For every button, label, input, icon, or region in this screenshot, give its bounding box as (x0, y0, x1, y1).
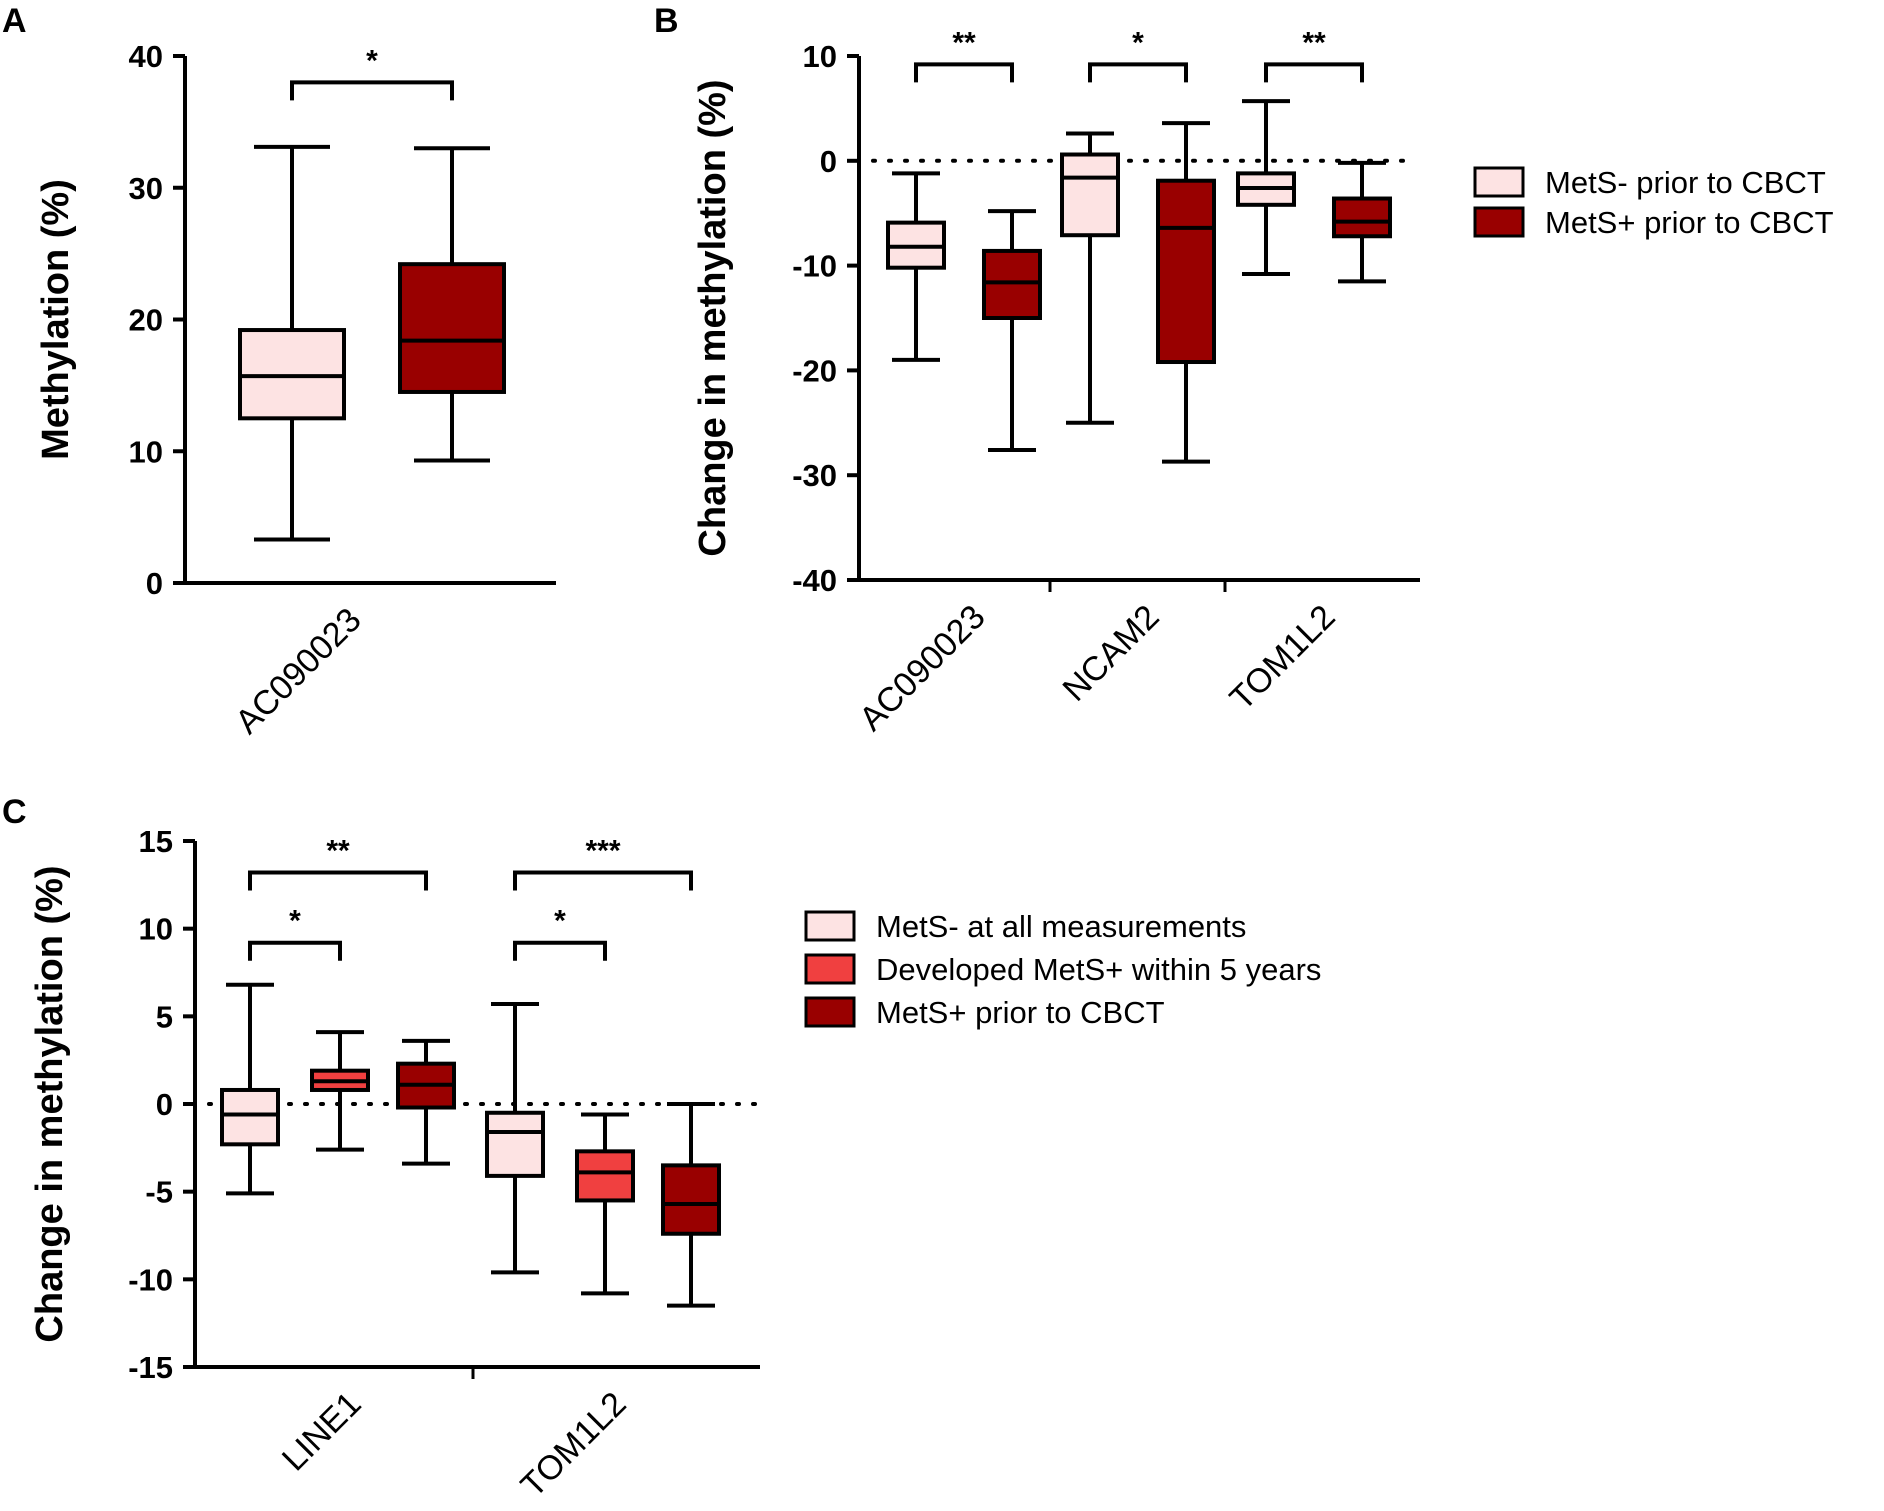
box-plot (396, 1038, 456, 1166)
legend-swatch (1473, 166, 1525, 198)
y-tick-label: -10 (792, 249, 837, 284)
panel-letter: A (2, 2, 27, 40)
x-category-label: TOM1L2 (514, 1385, 634, 1505)
y-tick-label: 30 (129, 171, 163, 206)
legend-swatch (804, 910, 856, 942)
y-tick-label: 40 (129, 39, 163, 74)
y-tick-label: -5 (145, 1175, 173, 1210)
legend-label: MetS+ prior to CBCT (876, 995, 1165, 1030)
significance-label: * (554, 905, 566, 938)
y-tick-label: 5 (156, 999, 173, 1034)
significance-bracket (513, 870, 693, 891)
box-iqr (485, 1110, 545, 1178)
significance-bracket (1088, 62, 1188, 83)
panel-letter: C (2, 793, 27, 831)
box-iqr (220, 1087, 280, 1147)
box-iqr (1060, 152, 1120, 238)
y-tick-label: 20 (129, 303, 163, 338)
box-plot (1332, 160, 1392, 284)
box-plot (575, 1112, 635, 1296)
y-tick-label: 10 (139, 912, 173, 947)
y-axis-title: Change in methylation (%) (29, 865, 71, 1342)
box-plot (1060, 131, 1120, 425)
panel-a: A 0 10 20 30 40 Methylation (%) AC090023 * (2, 2, 556, 741)
significance-label: * (1132, 26, 1144, 59)
significance-label: ** (326, 835, 350, 868)
significance-bracket (248, 940, 342, 961)
x-category-label: TOM1L2 (1223, 598, 1343, 718)
box-iqr (661, 1163, 721, 1236)
significance-label: * (366, 44, 378, 77)
y-tick-label: -40 (792, 563, 837, 598)
box-iqr (1332, 196, 1392, 239)
significance-bracket (513, 940, 607, 961)
box-plot (1156, 121, 1216, 464)
significance-label: *** (585, 835, 620, 868)
x-category-label: NCAM2 (1056, 598, 1167, 709)
y-tick-label: 10 (803, 39, 837, 74)
y-tick-label: 0 (820, 144, 837, 179)
y-axis-title: Methylation (%) (35, 179, 77, 460)
box-plot (220, 982, 280, 1196)
y-tick-label: -15 (128, 1350, 173, 1385)
legend-swatch (804, 996, 856, 1028)
legend: MetS- at all measurements Developed MetS+… (804, 909, 1321, 1030)
significance-label: ** (952, 26, 976, 59)
box-plot (485, 1002, 545, 1275)
x-category-label: AC090023 (228, 601, 368, 741)
box-plot (238, 144, 346, 542)
y-tick-label: -20 (792, 353, 837, 388)
significance-label: * (289, 905, 301, 938)
legend: MetS- prior to CBCT MetS+ prior to CBCT (1473, 165, 1834, 240)
y-tick-label: 10 (129, 434, 163, 469)
legend-swatch (1473, 206, 1525, 238)
significance-label: ** (1302, 26, 1326, 59)
y-tick-label: 0 (156, 1087, 173, 1122)
legend-swatch (804, 953, 856, 985)
legend-label: Developed MetS+ within 5 years (876, 952, 1321, 987)
y-tick-label: -10 (128, 1262, 173, 1297)
significance-bracket (290, 80, 454, 101)
panel-c: C -15 -10 -5 0 5 10 15 Change in methylation (%)… (2, 793, 1321, 1505)
x-category-label: AC090023 (852, 598, 992, 738)
box-plot (310, 1030, 370, 1152)
y-tick-label: 0 (146, 566, 163, 601)
box-iqr (398, 262, 506, 394)
legend-label: MetS- prior to CBCT (1545, 165, 1826, 200)
box-iqr (1156, 178, 1216, 365)
box-plot (886, 171, 946, 362)
box-plot (1236, 99, 1296, 276)
y-tick-label: -30 (792, 458, 837, 493)
x-category-label: LINE1 (275, 1385, 369, 1479)
box-plot (982, 209, 1042, 453)
panel-b: B -40 -30 -20 -10 0 10 Change in methylation (%… (654, 2, 1834, 738)
box-iqr (982, 248, 1042, 320)
panel-letter: B (654, 2, 679, 40)
significance-bracket (914, 62, 1014, 83)
legend-label: MetS+ prior to CBCT (1545, 205, 1834, 240)
legend-label: MetS- at all measurements (876, 909, 1246, 944)
box-plot (398, 146, 506, 463)
box-iqr (575, 1149, 635, 1203)
significance-bracket (248, 870, 428, 891)
box-plot (661, 1102, 721, 1308)
y-axis-title: Change in methylation (%) (692, 79, 734, 556)
y-tick-label: 15 (139, 824, 173, 859)
significance-bracket (1264, 62, 1364, 83)
